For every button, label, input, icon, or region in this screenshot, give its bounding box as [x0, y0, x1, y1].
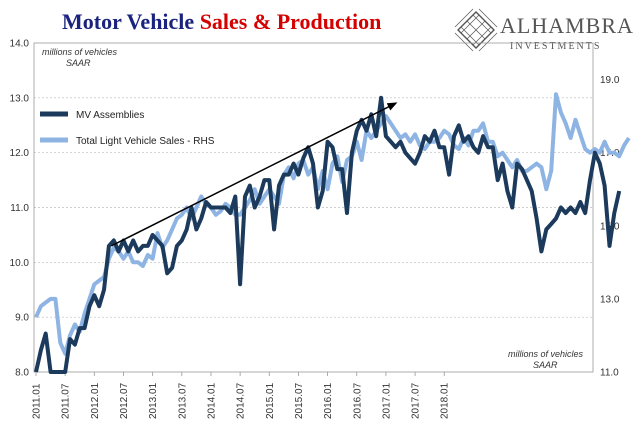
x-tick-label: 2011.07	[61, 383, 72, 419]
x-tick-label: 2015.01	[265, 382, 276, 419]
x-tick-label: 2012.01	[90, 382, 101, 419]
brand-sub: INVESTMENTS	[510, 41, 601, 52]
left-tick-label: 10.0	[10, 258, 30, 269]
x-tick-label: 2015.07	[294, 382, 305, 419]
left-tick-label: 9.0	[15, 313, 29, 324]
left-unit-note-line2: SAAR	[66, 58, 91, 68]
x-tick-label: 2017.01	[381, 382, 392, 419]
x-tick-label: 2016.01	[323, 382, 334, 419]
gridlines	[34, 97, 593, 318]
x-tick-label: 2012.07	[119, 382, 130, 419]
right-unit-note-line1: millions of vehicles	[508, 349, 584, 359]
x-tick-label: 2013.07	[177, 382, 188, 419]
left-tick-label: 13.0	[10, 93, 30, 104]
x-tick-label: 2014.07	[236, 382, 247, 419]
right-unit-note-line2: SAAR	[533, 360, 558, 370]
x-tick-label: 2016.07	[352, 382, 363, 419]
x-tick-label: 2018.01	[440, 382, 451, 419]
legend-label-mv-assemblies: MV Assemblies	[76, 110, 144, 121]
left-tick-label: 11.0	[10, 203, 29, 214]
left-tick-label: 14.0	[10, 39, 30, 50]
left-tick-label: 8.0	[15, 368, 29, 379]
series-line-total-light-vehicle-sales	[34, 92, 631, 356]
legend-label-total-light-vehicle-sales: Total Light Vehicle Sales - RHS	[76, 136, 215, 147]
right-tick-label: 13.0	[600, 294, 620, 305]
x-tick-label: 2014.01	[206, 382, 217, 419]
x-tick-label: 2013.01	[148, 382, 159, 419]
brand-logo: ALHAMBRA INVESTMENTS	[454, 8, 634, 52]
trend-arrow	[110, 102, 398, 247]
chart-title-part1: Motor Vehicle	[62, 9, 200, 34]
left-unit-note-line1: millions of vehicles	[42, 47, 118, 57]
left-axis-ticks: 8.0 9.0 10.0 11.0 12.0 13.0 14.0	[10, 39, 30, 379]
series-line-mv-assemblies	[34, 95, 622, 374]
x-axis-ticks: 2011.01 2011.07 2012.01 2012.07 2013.01 2013.…	[32, 372, 451, 419]
left-tick-label: 12.0	[10, 148, 30, 159]
chart-title-part2: Sales & Production	[200, 9, 382, 34]
brand-name: ALHAMBRA	[500, 13, 634, 38]
legend: MV Assemblies Total Light Vehicle Sales …	[40, 110, 215, 147]
right-tick-label: 19.0	[600, 75, 620, 86]
chart-title: Motor Vehicle Sales & Production	[62, 9, 381, 34]
x-tick-label: 2017.07	[411, 382, 422, 419]
diamond-lattice-icon	[454, 8, 498, 52]
x-tick-label: 2011.01	[32, 383, 43, 419]
plot-frame	[33, 42, 594, 373]
right-tick-label: 11.0	[600, 368, 619, 379]
